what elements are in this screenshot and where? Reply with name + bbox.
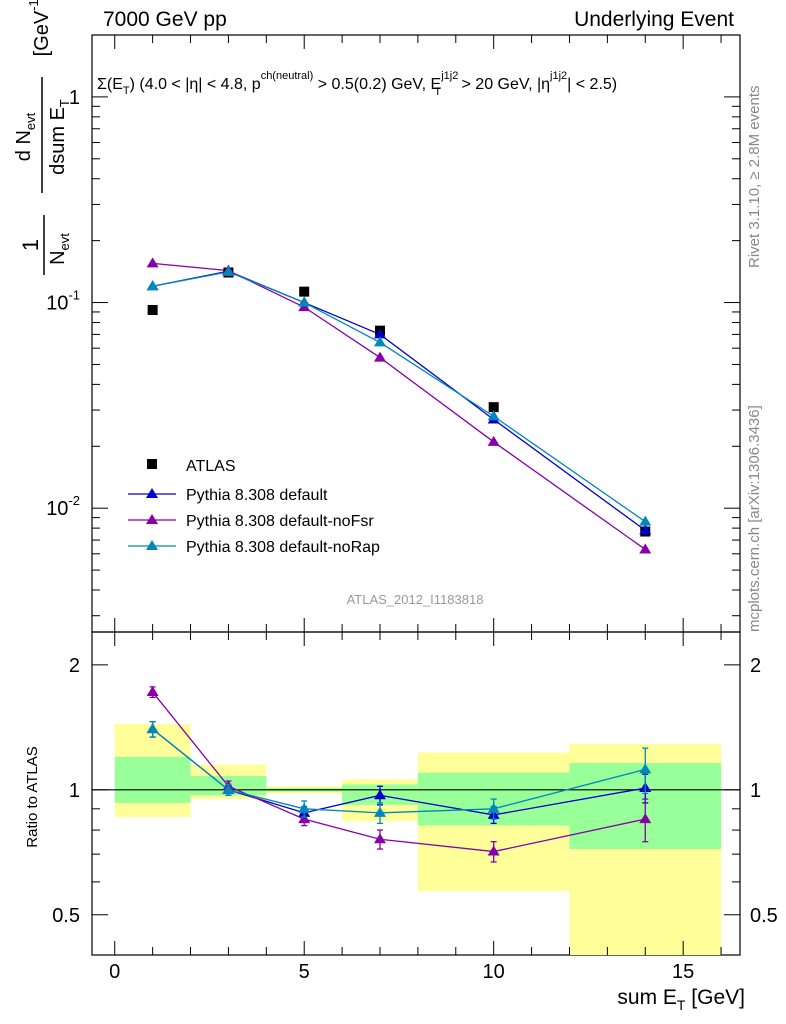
- svg-text:dsum ET: dsum ET: [47, 99, 72, 175]
- svg-text:d Nevt: d Nevt: [13, 112, 38, 161]
- main-y-tick-label: 1: [69, 87, 80, 109]
- svg-text:Nevt: Nevt: [47, 233, 72, 265]
- legend-label-atlas: ATLAS: [186, 458, 236, 475]
- ratio-plot-frame: [91, 631, 741, 956]
- ratio-series-point-0: [374, 789, 386, 800]
- x-tick-label-15: 15: [672, 961, 694, 983]
- svg-text:[GeV-1]: [GeV-1]: [26, 0, 53, 56]
- header-right: Underlying Event: [574, 8, 734, 31]
- main-series-line-2: [152, 262, 646, 550]
- main-series-point-3: [374, 336, 386, 347]
- svg-text:1: 1: [18, 239, 43, 251]
- ratio-series-point-2: [146, 723, 159, 734]
- main-series-point-3: [222, 265, 235, 276]
- main-series-point-3: [639, 515, 652, 526]
- main-series-line-3: [152, 271, 646, 523]
- main-series-point-1: [374, 328, 386, 339]
- ratio-series-point-2: [487, 802, 500, 813]
- legend-label-norap: Pythia 8.308 default-noRap: [186, 539, 380, 556]
- ratio-y-tick-label-right-1: 1: [750, 780, 761, 802]
- ratio-series-point-1: [639, 813, 652, 824]
- main-series-point-2: [146, 257, 159, 268]
- main-series-point-2: [639, 543, 652, 554]
- ratio-series-point-2: [374, 806, 386, 817]
- ratio-series-point-1: [146, 686, 159, 697]
- main-series-point-2: [487, 435, 500, 446]
- atlas-point: [488, 402, 499, 413]
- legend-marker-atlas: [147, 459, 157, 469]
- ratio-y-tick-label-1: 1: [69, 780, 80, 802]
- main-plot-title: Σ(ET) (4.0 < |η| < 4.8, pch(neutral) > 0…: [97, 70, 617, 98]
- ratio-series-point-2: [222, 783, 235, 794]
- legend-label-nofsr: Pythia 8.308 default-noFsr: [186, 513, 374, 530]
- legend-label-default: Pythia 8.308 default: [186, 487, 328, 504]
- legend-marker-norap: [146, 540, 158, 550]
- green-band-0: [114, 756, 191, 803]
- main-series-point-3: [487, 410, 500, 421]
- legend: ATLAS Pythia 8.308 default Pythia 8.308 …: [128, 458, 380, 556]
- legend-marker-nofsr: [146, 514, 158, 524]
- main-series-point-3: [146, 280, 159, 291]
- x-tick-label-10: 10: [483, 961, 505, 983]
- header-left: 7000 GeV pp: [103, 8, 227, 31]
- ratio-y-axis-label: Ratio to ATLAS: [24, 746, 41, 847]
- legend-entry-nofsr: Pythia 8.308 default-noFsr: [128, 513, 374, 530]
- watermark: ATLAS_2012_I1183818: [347, 592, 484, 607]
- ratio-y-tick-label-0.5: 0.5: [52, 905, 80, 927]
- main-series-point-2: [374, 351, 386, 362]
- legend-entry-norap: Pythia 8.308 default-noRap: [128, 539, 380, 556]
- ratio-series-point-1: [374, 833, 386, 844]
- ratio-series-point-2: [298, 802, 311, 813]
- ratio-series-line-2: [152, 728, 646, 814]
- atlas-point: [299, 286, 310, 297]
- main-y-tick-label: 10-1: [46, 288, 80, 315]
- ratio-y-tick-label-right-2: 2: [750, 655, 761, 677]
- main-series-point-1: [639, 524, 652, 535]
- ratio-y-tick-label-right-0.5: 0.5: [750, 905, 778, 927]
- ratio-series-point-1: [298, 813, 311, 824]
- x-axis-label: sum ET [GeV]: [617, 986, 745, 1013]
- legend-entry-atlas: ATLAS: [147, 458, 236, 475]
- atlas-point: [147, 304, 158, 315]
- ratio-y-tick-label-2: 2: [69, 655, 80, 677]
- main-y-axis-label: 1 Nevt d Nevt dsum ET [GeV-1]: [13, 0, 72, 275]
- ratio-series-point-2: [639, 763, 652, 774]
- main-series-point-3: [298, 296, 311, 307]
- ratio-series-point-1: [487, 845, 500, 856]
- main-y-tick-label: 10-2: [46, 493, 80, 520]
- x-tick-label-0: 0: [109, 961, 120, 983]
- ratio-series-line-1: [152, 691, 646, 853]
- legend-entry-default: Pythia 8.308 default: [128, 487, 328, 504]
- legend-marker-default: [146, 488, 158, 498]
- x-tick-label-5: 5: [299, 961, 310, 983]
